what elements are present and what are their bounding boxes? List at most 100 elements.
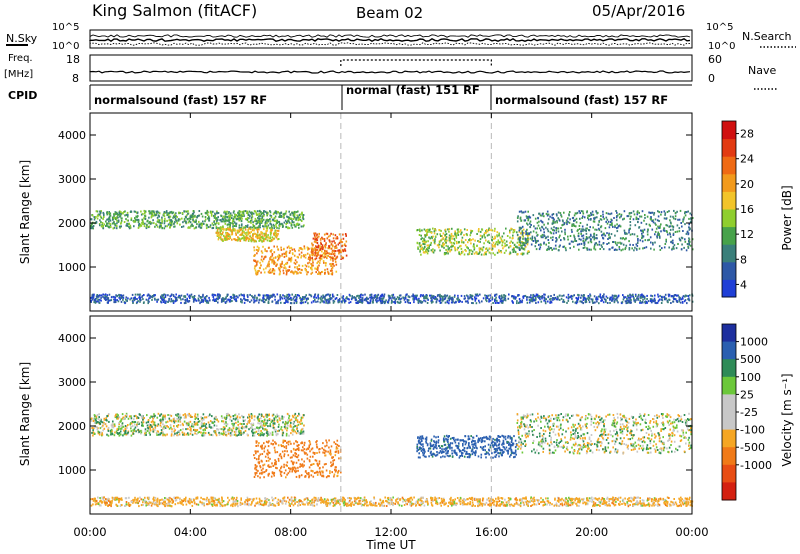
data-cell <box>172 216 174 219</box>
data-cell <box>177 219 180 222</box>
data-cell <box>573 245 575 248</box>
data-cell <box>330 243 333 246</box>
data-cell <box>434 238 436 241</box>
data-cell <box>171 212 174 215</box>
data-cell <box>317 260 319 263</box>
data-cell <box>133 299 136 302</box>
data-cell <box>520 241 522 244</box>
data-cell <box>592 213 595 216</box>
data-cell <box>538 296 541 299</box>
data-cell <box>545 236 548 239</box>
data-cell <box>498 250 500 253</box>
data-cell <box>125 224 128 227</box>
data-cell <box>396 300 399 303</box>
data-cell <box>447 245 449 248</box>
data-cell <box>188 226 190 229</box>
data-cell <box>260 220 262 223</box>
data-cell <box>170 294 172 297</box>
data-cell <box>101 222 104 224</box>
data-cell <box>145 298 148 301</box>
data-cell <box>320 255 323 257</box>
data-cell <box>539 246 542 249</box>
data-cell <box>376 297 378 300</box>
data-cell <box>606 302 609 304</box>
data-cell <box>324 246 327 249</box>
data-cell <box>163 296 166 299</box>
data-cell <box>93 301 95 304</box>
data-cell <box>256 296 258 299</box>
data-cell <box>173 222 175 225</box>
data-cell <box>584 229 586 232</box>
data-cell <box>316 242 319 244</box>
data-cell <box>332 244 334 247</box>
data-cell <box>691 217 694 219</box>
data-cell <box>273 272 276 275</box>
data-cell <box>552 232 555 235</box>
data-cell <box>321 297 324 300</box>
data-cell <box>277 259 279 262</box>
data-cell <box>101 421 104 424</box>
data-cell <box>189 297 191 299</box>
data-cell <box>445 244 448 247</box>
data-cell <box>613 249 616 251</box>
data-cell <box>393 301 395 303</box>
data-cell <box>245 236 247 239</box>
data-cell <box>646 230 649 233</box>
data-cell <box>201 222 204 225</box>
data-cell <box>239 432 242 435</box>
data-cell <box>541 233 544 236</box>
data-cell <box>285 269 288 272</box>
data-cell <box>120 294 122 297</box>
data-cell <box>266 227 269 230</box>
data-cell <box>614 226 616 229</box>
data-cell <box>626 215 629 218</box>
data-cell <box>188 421 190 424</box>
data-cell <box>286 427 289 430</box>
data-cell <box>183 295 185 298</box>
data-cell <box>168 417 171 420</box>
data-cell <box>126 222 128 225</box>
data-cell <box>338 242 341 244</box>
data-cell <box>461 250 463 253</box>
data-cell <box>286 297 288 300</box>
data-cell <box>262 294 265 297</box>
data-cell <box>375 300 378 303</box>
data-cell <box>499 300 502 303</box>
data-cell <box>102 429 104 432</box>
data-cell <box>264 221 267 224</box>
data-cell <box>185 416 187 419</box>
data-cell <box>306 273 308 276</box>
data-cell <box>492 241 495 244</box>
freq-strip <box>89 54 693 82</box>
data-cell <box>529 226 532 229</box>
data-cell <box>641 234 643 237</box>
data-cell <box>572 216 575 219</box>
nsearch-tick-high: 10^5 <box>706 22 733 33</box>
data-cell <box>285 225 287 228</box>
data-cell <box>423 239 426 242</box>
data-cell <box>117 216 119 219</box>
data-cell <box>543 241 545 244</box>
data-cell <box>242 231 245 234</box>
data-cell <box>314 238 316 241</box>
data-cell <box>684 238 686 241</box>
data-cell <box>169 221 171 224</box>
data-cell <box>335 297 338 300</box>
data-cell <box>257 270 259 273</box>
data-cell <box>101 223 103 226</box>
data-cell <box>154 294 156 297</box>
data-cell <box>198 214 200 217</box>
data-cell <box>295 272 298 275</box>
data-cell <box>444 301 447 304</box>
data-cell <box>118 294 120 296</box>
data-cell <box>286 246 289 249</box>
data-cell <box>320 295 323 298</box>
data-cell <box>413 298 415 301</box>
data-cell <box>566 223 568 226</box>
data-cell <box>317 293 320 296</box>
data-cell <box>146 294 149 297</box>
data-cell <box>343 298 346 301</box>
data-cell <box>457 299 459 302</box>
data-cell <box>528 299 531 301</box>
data-cell <box>446 294 449 297</box>
